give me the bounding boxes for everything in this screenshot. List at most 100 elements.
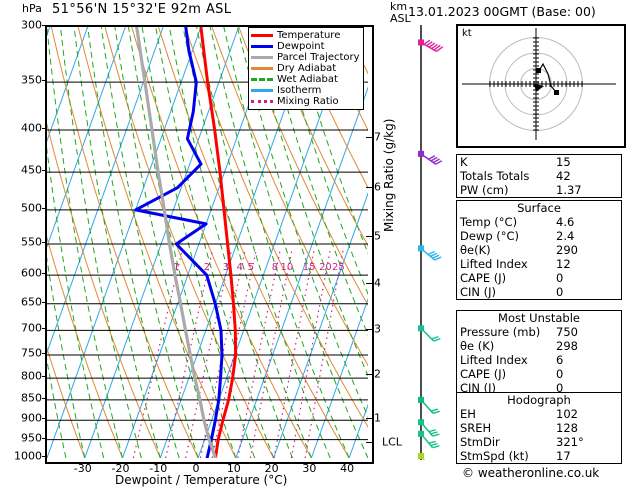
table-row-label: θe(K) (460, 243, 491, 257)
pressure-tick-label: 900 (21, 411, 42, 425)
table-row-label: CIN (J) (460, 285, 497, 299)
table-row: StmDir 321° (457, 435, 621, 449)
pressure-tick-label: 650 (21, 295, 42, 309)
svg-text:5: 5 (248, 262, 254, 273)
pressure-tick-mark (42, 353, 47, 354)
wind-barb (418, 150, 443, 165)
table-row: CAPE (J) 0 (457, 271, 621, 285)
hodograph-panel[interactable]: kt (456, 24, 626, 148)
svg-text:10: 10 (280, 262, 293, 273)
legend-item: Dewpoint (251, 41, 360, 52)
legend-color-swatch (251, 78, 273, 81)
pressure-tick-label: 1000 (14, 449, 42, 463)
pressure-tick-mark (42, 127, 47, 129)
height-tick-mark (366, 137, 372, 139)
table-row-label: Lifted Index (460, 353, 528, 367)
pressure-tick-mark (42, 418, 47, 420)
most-unstable-parcel-table: Most Unstable Pressure (mb) 750 θe (K) 298 Li… (456, 310, 622, 396)
height-tick-label: 2 (374, 367, 381, 381)
table-row-value: 321° (556, 435, 584, 449)
pressure-tick-label: 550 (21, 235, 42, 249)
table-row: PW (cm) 1.37 (457, 183, 621, 197)
temperature-tick-label: -30 (73, 462, 92, 475)
height-tick-mark (366, 282, 372, 284)
pressure-tick-mark (42, 328, 47, 330)
legend-item-label: Mixing Ratio (277, 95, 339, 107)
pressure-tick-label: 600 (21, 266, 42, 280)
stability-indices-table: K 15 Totals Totals 42 PW (cm) 1.37 (456, 154, 622, 198)
table-row: CAPE (J) 0 (457, 367, 621, 381)
x-axis-title: Dewpoint / Temperature (°C) (115, 473, 288, 487)
legend-item-label: Parcel Trajectory (277, 51, 360, 63)
svg-text:20: 20 (319, 262, 332, 273)
pressure-tick-mark (42, 241, 47, 243)
legend-item: Isotherm (251, 85, 360, 96)
table-row-value: 0 (556, 381, 564, 395)
table-row: Lifted Index 6 (457, 353, 621, 367)
height-tick-mark (366, 373, 372, 375)
hodograph-section-heading: Hodograph (507, 393, 571, 407)
pressure-tick-label: 450 (21, 163, 42, 177)
temperature-tick-label: 10 (226, 462, 241, 475)
height-tick-label: 7 (374, 130, 381, 144)
pressure-tick-label: 350 (21, 73, 42, 87)
legend-color-swatch (251, 34, 273, 37)
pressure-unit-label: hPa (22, 2, 42, 15)
pressure-tick-mark (42, 273, 47, 275)
wind-barb (418, 396, 441, 414)
svg-text:25: 25 (332, 262, 345, 273)
wind-barb (418, 430, 440, 449)
table-row-label: CAPE (J) (460, 271, 507, 285)
table-row-label: Totals Totals (460, 169, 530, 183)
table-row: Temp (°C) 4.6 (457, 215, 621, 229)
table-row: StmSpd (kt) 17 (457, 449, 621, 463)
table-row: CIN (J) 0 (457, 381, 621, 395)
pressure-tick-mark (42, 80, 47, 82)
table-row-label: PW (cm) (460, 183, 509, 197)
surface-parcel-table: Surface Temp (°C) 4.6 Dewp (°C) 2.4 θe(K) 290 L… (456, 200, 622, 300)
lcl-label: LCL (382, 435, 402, 448)
table-row-label: StmDir (460, 435, 500, 449)
temperature-tick-label: -10 (149, 462, 168, 475)
table-row: Lifted Index 12 (457, 257, 621, 271)
wind-barb-column (398, 25, 444, 471)
table-row-value: 0 (556, 271, 564, 285)
table-row-label: Temp (°C) (460, 215, 518, 229)
table-row-value: 750 (556, 325, 578, 339)
height-tick-mark (366, 187, 372, 189)
table-row-value: 12 (556, 257, 571, 271)
table-row-label: Dewp (°C) (460, 229, 520, 243)
table-row-label: EH (460, 407, 476, 421)
height-unit-label: km (390, 0, 408, 13)
table-row-value: 4.6 (556, 215, 575, 229)
height-tick-mark (366, 235, 372, 237)
height-tick-label: 6 (374, 180, 381, 194)
legend-color-swatch (251, 67, 273, 70)
pressure-tick-label: 500 (21, 201, 42, 215)
table-row-label: CAPE (J) (460, 367, 507, 381)
legend-item: Parcel Trajectory (251, 52, 360, 63)
table-row-label: θe (K) (460, 339, 495, 353)
legend-item-label: Isotherm (277, 84, 322, 96)
table-row-value: 290 (556, 243, 578, 257)
page-title: 51°56'N 15°32'E 92m ASL (52, 2, 232, 17)
table-row-value: 298 (556, 339, 578, 353)
pressure-tick-mark (42, 170, 47, 172)
table-row: CIN (J) 0 (457, 285, 621, 299)
table-row: Pressure (mb) 750 (457, 325, 621, 339)
table-row-value: 17 (556, 449, 571, 463)
table-row-value: 0 (556, 367, 564, 381)
legend-item: Mixing Ratio (251, 96, 360, 107)
table-row: Totals Totals 42 (457, 169, 621, 183)
height-tick-label: 5 (374, 229, 381, 243)
pressure-tick-label: 800 (21, 369, 42, 383)
table-row-value: 6 (556, 353, 564, 367)
table-row: SREH 128 (457, 421, 621, 435)
pressure-tick-label: 300 (21, 18, 42, 32)
pressure-tick-mark (42, 25, 47, 26)
svg-text:1: 1 (173, 262, 179, 273)
pressure-tick-label: 700 (21, 321, 42, 335)
legend-item: Dry Adiabat (251, 63, 360, 74)
height-tick-mark (366, 417, 372, 419)
most-unstable-section-heading: Most Unstable (498, 311, 580, 325)
